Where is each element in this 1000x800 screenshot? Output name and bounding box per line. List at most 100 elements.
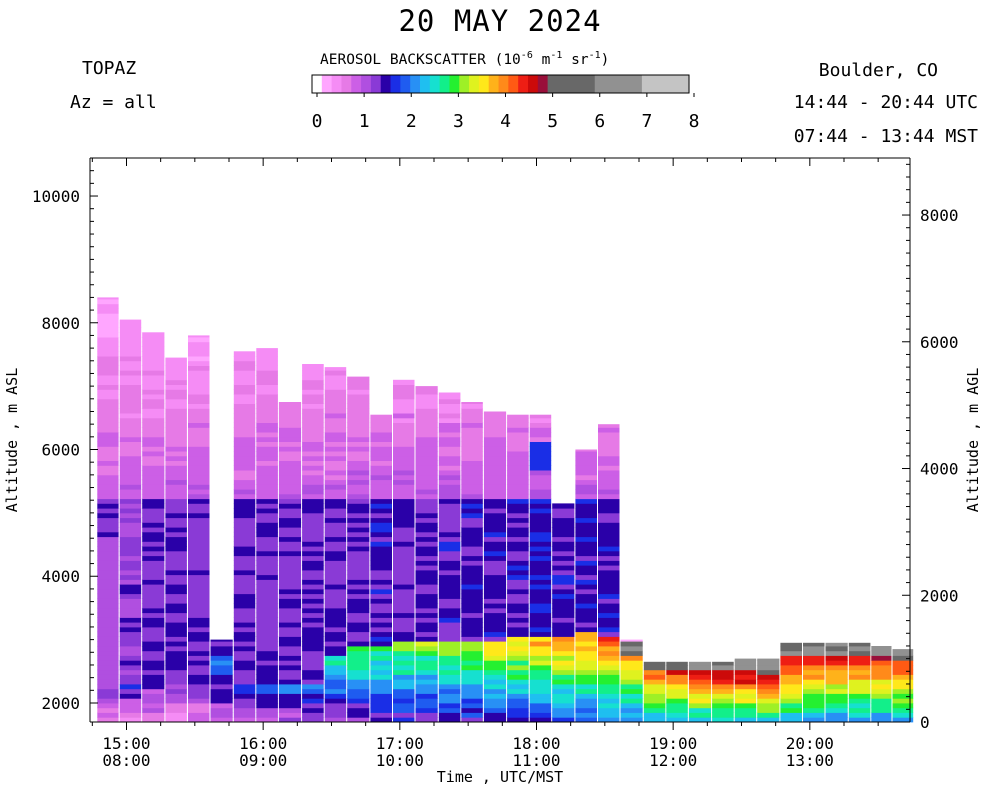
heatmap-cell — [415, 626, 438, 633]
heatmap-cell — [188, 679, 210, 685]
heatmap-cell — [688, 712, 712, 718]
heatmap-cell — [119, 332, 142, 338]
heatmap-cell — [393, 612, 415, 618]
heatmap-cell — [210, 650, 233, 656]
heatmap-cell — [97, 527, 119, 533]
heatmap-cell — [324, 603, 347, 609]
heatmap-cell — [142, 717, 165, 723]
heatmap-cell — [347, 693, 370, 699]
heatmap-cell — [575, 449, 597, 452]
heatmap-cell — [324, 522, 347, 528]
heatmap-cell — [302, 432, 324, 438]
heatmap-cell — [780, 660, 802, 666]
colorbar-swatch — [400, 75, 411, 93]
heatmap-cell — [666, 661, 688, 666]
heatmap-cell — [97, 322, 119, 328]
heatmap-cell — [142, 631, 165, 637]
heatmap-cell — [370, 698, 392, 704]
heatmap-cell — [256, 508, 278, 514]
heatmap-cell — [347, 555, 370, 561]
heatmap-cell — [507, 669, 529, 675]
heatmap-cell — [302, 413, 324, 419]
heatmap-cell — [119, 493, 142, 500]
heatmap-cell — [598, 641, 620, 647]
heatmap-cell — [483, 603, 507, 609]
heatmap-cell — [142, 356, 165, 362]
heatmap-cell — [97, 470, 119, 476]
heatmap-cell — [438, 527, 461, 533]
heatmap-cell — [97, 493, 119, 500]
heatmap-cell — [415, 522, 438, 528]
heatmap-cell — [233, 508, 256, 514]
heatmap-cell — [552, 717, 575, 723]
heatmap-cell — [97, 622, 119, 628]
heatmap-cell — [324, 546, 347, 552]
heatmap-cell — [370, 460, 392, 466]
heatmap-cell — [529, 612, 552, 618]
heatmap-cell — [347, 541, 370, 547]
heatmap-cell — [278, 436, 302, 442]
heatmap-cell — [529, 531, 552, 538]
heatmap-cell — [892, 684, 914, 690]
heatmap-cell — [119, 531, 142, 538]
heatmap-cell — [825, 698, 848, 704]
heatmap-cell — [142, 579, 165, 585]
heatmap-cell — [188, 531, 210, 538]
heatmap-cell — [347, 493, 370, 500]
heatmap-cell — [598, 688, 620, 694]
heatmap-cell — [347, 422, 370, 428]
colorbar-swatch — [429, 75, 441, 93]
heatmap-cell — [734, 688, 757, 694]
heatmap-cell — [552, 522, 575, 528]
heatmap-cell — [620, 660, 643, 666]
heatmap-cell — [438, 636, 461, 642]
heatmap-cell — [438, 536, 461, 542]
heatmap-cell — [643, 674, 666, 680]
colorbar-swatch — [449, 75, 460, 93]
heatmap-cell — [552, 650, 575, 656]
x-tick-label-utc: 17:00 — [376, 734, 424, 753]
heatmap-cell — [142, 655, 165, 661]
heatmap-cell — [483, 650, 507, 656]
heatmap-cell — [278, 622, 302, 628]
heatmap-cell — [302, 522, 324, 528]
heatmap-cell — [507, 512, 529, 519]
colorbar-frame — [311, 74, 690, 94]
heatmap-cell — [529, 565, 552, 571]
heatmap-cell — [620, 674, 643, 680]
heatmap-cell — [461, 531, 483, 538]
heatmap-cell — [575, 479, 597, 485]
heatmap-cell — [688, 693, 712, 699]
heatmap-cell — [529, 688, 552, 694]
heatmap-cell — [165, 379, 187, 385]
heatmap-cell — [598, 607, 620, 614]
heatmap-cell — [165, 360, 187, 366]
heatmap-cell — [483, 574, 507, 580]
heatmap-cell — [97, 346, 119, 352]
heatmap-cell — [165, 398, 187, 404]
heatmap-cell — [712, 707, 734, 713]
colorbar-swatch — [341, 75, 352, 93]
heatmap-cell — [461, 641, 483, 647]
heatmap-cell — [233, 446, 256, 452]
heatmap-cell — [507, 579, 529, 585]
heatmap-cell — [97, 370, 119, 376]
heatmap-cell — [507, 641, 529, 647]
heatmap-cell — [188, 370, 210, 376]
heatmap-cell — [324, 375, 347, 381]
heatmap-cell — [324, 479, 347, 485]
heatmap-cell — [302, 550, 324, 557]
heatmap-cell — [165, 408, 187, 414]
heatmap-cell — [233, 622, 256, 628]
heatmap-cell — [871, 717, 892, 723]
heatmap-cell — [393, 470, 415, 476]
heatmap-cell — [575, 650, 597, 656]
heatmap-cell — [233, 356, 256, 362]
y-tick-label-left: 6000 — [41, 441, 80, 460]
heatmap-cell — [415, 674, 438, 680]
heatmap-cell — [165, 427, 187, 433]
heatmap-cell — [892, 712, 914, 718]
heatmap-cell — [278, 569, 302, 576]
heatmap-cell — [415, 665, 438, 671]
heatmap-cell — [438, 470, 461, 476]
